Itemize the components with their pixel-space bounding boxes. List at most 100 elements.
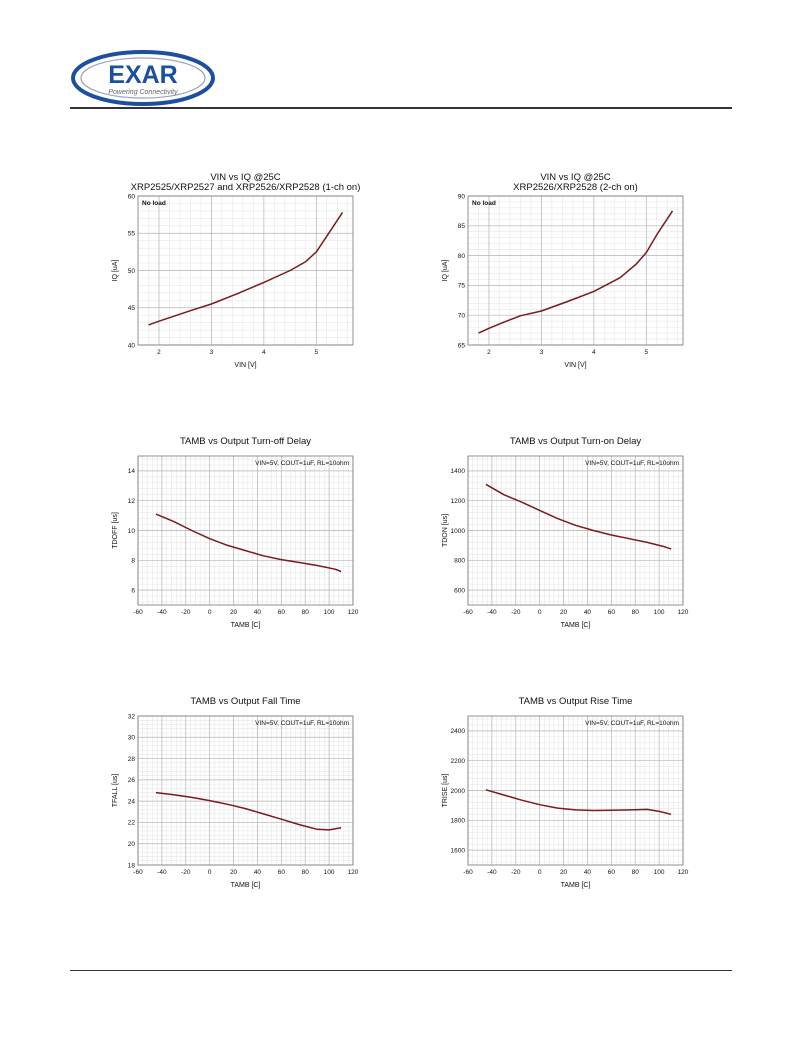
major-grid — [467, 716, 684, 865]
chart-subtitle: XRP2525/XRP2527 and XRP2526/XRP2528 (1-c… — [131, 182, 361, 193]
x-tick-label: 40 — [254, 869, 262, 876]
x-axis-label: TAMB [C] — [231, 622, 261, 629]
x-tick-label: 80 — [632, 869, 640, 876]
chart-subtitle: XRP2526/XRP2528 (2-ch on) — [513, 182, 638, 193]
chart-annotation: VIN=5V, COUT=1uF, RL=10ohm — [585, 720, 679, 727]
plot-frame — [137, 195, 354, 346]
series-line — [155, 791, 342, 831]
y-tick-label: 80 — [458, 253, 466, 260]
y-tick-label: 1800 — [451, 818, 466, 825]
x-axis-label: TAMB [C] — [231, 882, 261, 889]
y-tick-label: 90 — [458, 193, 466, 200]
chart-svg: TAMB vs Output Fall Time -60 -40 -20 0 20 40 60… — [112, 696, 359, 889]
y-tick-label: 1200 — [451, 498, 466, 505]
x-tick-label: -40 — [157, 609, 167, 616]
series-line — [485, 483, 672, 550]
chart-svg: TAMB vs Output Turn-on Delay -60 -40 -20 0 20… — [442, 436, 689, 629]
footer-rule — [70, 970, 732, 971]
y-tick-label: 6 — [131, 587, 135, 594]
y-axis-label: IQ [uA] — [112, 260, 119, 282]
x-tick-label: -20 — [511, 869, 521, 876]
x-tick-label: 20 — [230, 609, 238, 616]
x-axis-label: VIN [V] — [564, 362, 586, 369]
x-tick-label: 100 — [324, 609, 335, 616]
x-tick-label: 2 — [157, 349, 161, 356]
chart-title: TAMB vs Output Turn-on Delay — [510, 436, 642, 447]
y-tick-label: 60 — [128, 193, 136, 200]
x-tick-label: -40 — [487, 609, 497, 616]
y-tick-label: 18 — [128, 862, 136, 869]
chart-annotation: VIN=5V, COUT=1uF, RL=10ohm — [255, 460, 349, 467]
plot-frame — [467, 195, 684, 346]
x-tick-label: 0 — [538, 869, 542, 876]
y-axis-label: TFALL [us] — [112, 774, 119, 808]
x-tick-label: 40 — [254, 609, 262, 616]
x-axis-label: VIN [V] — [234, 362, 256, 369]
chart-annotation: VIN=5V, COUT=1uF, RL=10ohm — [585, 460, 679, 467]
chart-title: VIN vs IQ @25C — [540, 172, 610, 183]
series-line — [478, 210, 674, 334]
plot-frame — [137, 455, 354, 606]
x-tick-label: -60 — [133, 869, 143, 876]
x-axis-label: TAMB [C] — [561, 622, 591, 629]
exar-logo-mark: EXAR Powering Connectivity — [71, 50, 215, 106]
x-tick-label: 60 — [278, 609, 286, 616]
x-tick-label: 5 — [314, 349, 318, 356]
y-tick-label: 26 — [128, 777, 136, 784]
chart-title: TAMB vs Output Turn-off Delay — [180, 436, 311, 447]
logo-wordmark: EXAR — [108, 61, 177, 89]
y-tick-label: 800 — [454, 558, 465, 565]
y-tick-label: 1000 — [451, 528, 466, 535]
chart-annotation: No load — [142, 200, 166, 207]
y-tick-label: 32 — [128, 713, 136, 720]
x-tick-label: 4 — [262, 349, 266, 356]
y-tick-label: 24 — [128, 798, 136, 805]
x-tick-label: 100 — [654, 869, 665, 876]
x-tick-label: -60 — [463, 609, 473, 616]
major-grid — [467, 456, 684, 605]
x-tick-label: -40 — [157, 869, 167, 876]
chart-title: TAMB vs Output Rise Time — [519, 696, 633, 707]
series-line — [148, 211, 344, 326]
x-tick-label: 120 — [348, 869, 359, 876]
y-tick-label: 45 — [128, 305, 136, 312]
series-line — [155, 513, 342, 573]
y-axis-label: TDON [us] — [442, 514, 449, 547]
x-tick-label: 60 — [278, 869, 286, 876]
chart-svg: TAMB vs Output Turn-off Delay -60 -40 -20 0 2… — [112, 436, 359, 629]
y-tick-label: 2200 — [451, 758, 466, 765]
y-tick-label: 30 — [128, 735, 136, 742]
y-tick-label: 2400 — [451, 728, 466, 735]
x-tick-label: 4 — [592, 349, 596, 356]
y-tick-label: 28 — [128, 756, 136, 763]
chart-vin-vs-iq-1ch: VIN vs IQ @25C XRP2525/XRP2527 and XRP252… — [108, 170, 368, 380]
x-tick-label: 20 — [560, 609, 568, 616]
x-tick-label: 80 — [302, 869, 310, 876]
x-tick-label: -20 — [511, 609, 521, 616]
y-tick-label: 40 — [128, 342, 136, 349]
x-tick-label: -20 — [181, 869, 191, 876]
y-axis-label: TRISE [us] — [442, 774, 449, 808]
plot-area — [468, 196, 683, 345]
x-tick-label: 20 — [560, 869, 568, 876]
y-tick-label: 55 — [128, 231, 136, 238]
x-tick-label: 2 — [487, 349, 491, 356]
x-tick-label: 60 — [608, 609, 616, 616]
y-tick-label: 85 — [458, 223, 466, 230]
y-tick-label: 2000 — [451, 788, 466, 795]
plot-area — [138, 716, 353, 865]
x-tick-label: 0 — [538, 609, 542, 616]
x-tick-label: 0 — [208, 869, 212, 876]
chart-rise-time: TAMB vs Output Rise Time -60 -40 -20 0 20 40 60… — [438, 690, 698, 900]
y-tick-label: 20 — [128, 841, 136, 848]
x-tick-label: 40 — [584, 869, 592, 876]
y-tick-label: 600 — [454, 587, 465, 594]
x-tick-label: 120 — [678, 609, 689, 616]
x-tick-label: 40 — [584, 609, 592, 616]
x-axis-label: TAMB [C] — [561, 882, 591, 889]
y-tick-label: 75 — [458, 283, 466, 290]
plot-frame — [137, 715, 354, 866]
y-tick-label: 22 — [128, 820, 136, 827]
x-tick-label: 5 — [644, 349, 648, 356]
